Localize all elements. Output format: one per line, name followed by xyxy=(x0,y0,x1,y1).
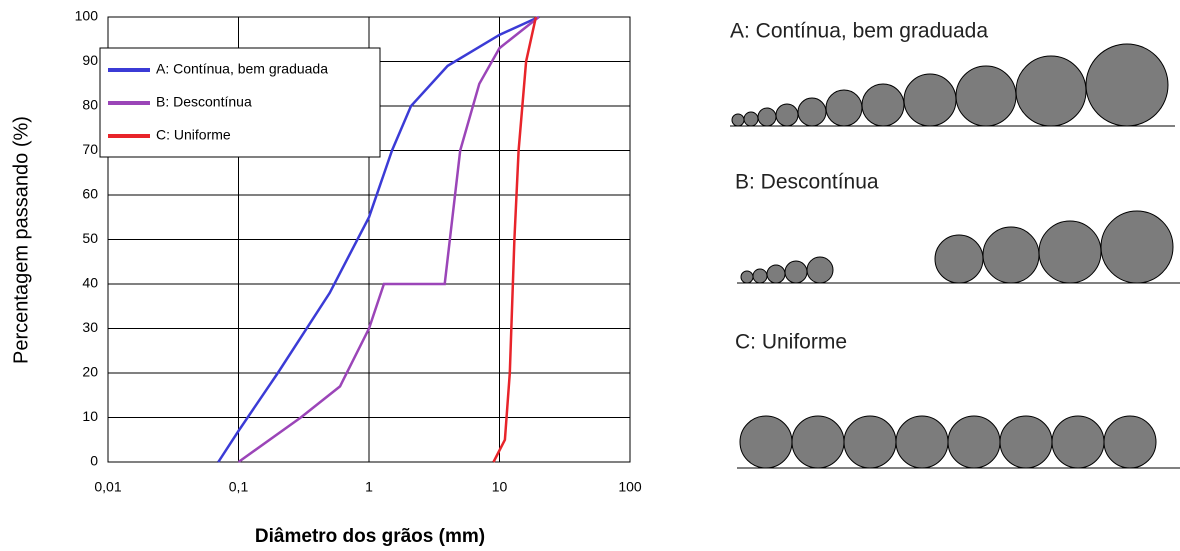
particle xyxy=(784,260,808,284)
particle xyxy=(739,415,793,469)
particle xyxy=(1051,415,1105,469)
particle xyxy=(999,415,1053,469)
data-line xyxy=(237,16,540,464)
particle xyxy=(955,65,1017,127)
y-tick-label: 40 xyxy=(82,275,98,291)
particle xyxy=(861,83,905,127)
y-tick-label: 100 xyxy=(75,8,99,24)
particle xyxy=(806,256,834,284)
diagram-title: A: Contínua, bem graduada xyxy=(730,20,988,43)
x-axis-label: Diâmetro dos grãos (mm) xyxy=(255,526,485,547)
legend-label: A: Contínua, bem graduada xyxy=(156,61,328,77)
y-tick-label: 50 xyxy=(82,230,98,246)
particle xyxy=(843,415,897,469)
particles xyxy=(731,43,1174,469)
particle xyxy=(731,113,745,127)
particle xyxy=(903,73,957,127)
particle xyxy=(797,97,827,127)
x-tick-label: 1 xyxy=(365,479,373,495)
data-line xyxy=(492,16,538,463)
y-axis-label: Percentagem passando (%) xyxy=(10,116,32,364)
data-line xyxy=(217,15,540,463)
particle xyxy=(766,264,786,284)
particle xyxy=(1100,210,1174,284)
x-tick-label: 10 xyxy=(492,479,508,495)
particle xyxy=(740,270,754,284)
particle xyxy=(791,415,845,469)
y-tick-label: 80 xyxy=(82,97,98,113)
particle xyxy=(1103,415,1157,469)
x-tick-label: 100 xyxy=(618,479,642,495)
y-tick-label: 10 xyxy=(82,408,98,424)
y-tick-label: 30 xyxy=(82,319,98,335)
particle xyxy=(1015,55,1087,127)
particle xyxy=(757,107,777,127)
diagram-title: B: Descontínua xyxy=(735,171,879,194)
particle xyxy=(947,415,1001,469)
y-tick-label: 0 xyxy=(90,453,98,469)
y-tick-label: 20 xyxy=(82,364,98,380)
particle xyxy=(982,226,1040,284)
x-tick-label: 0,01 xyxy=(94,479,121,495)
legend-label: B: Descontínua xyxy=(156,94,252,110)
particle xyxy=(895,415,949,469)
y-tick-label: 90 xyxy=(82,52,98,68)
legend-label: C: Uniforme xyxy=(156,127,231,143)
particle xyxy=(743,111,759,127)
diagram-title: C: Uniforme xyxy=(735,331,847,354)
y-tick-label: 70 xyxy=(82,141,98,157)
particle xyxy=(752,268,768,284)
particle xyxy=(775,103,799,127)
particle xyxy=(1038,220,1102,284)
particle xyxy=(934,234,984,284)
y-tick-label: 60 xyxy=(82,186,98,202)
particle xyxy=(825,89,863,127)
x-tick-label: 0,1 xyxy=(229,479,249,495)
particle xyxy=(1085,43,1169,127)
